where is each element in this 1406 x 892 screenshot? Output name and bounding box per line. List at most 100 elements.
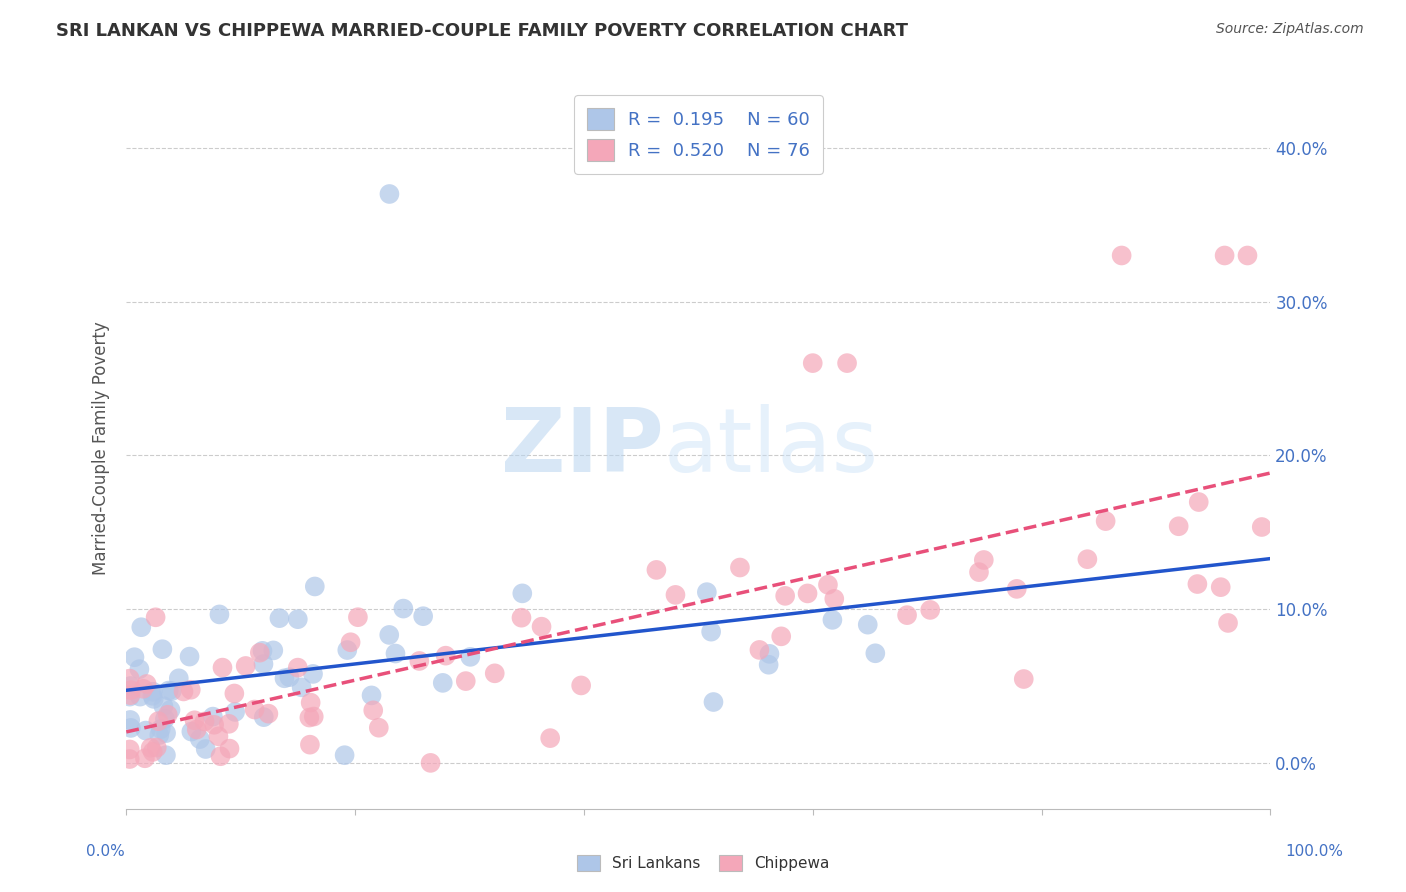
- Point: [129, 620, 152, 634]
- Point: [243, 702, 266, 716]
- Point: [291, 681, 314, 695]
- Point: [150, 642, 173, 657]
- Text: SRI LANKAN VS CHIPPEWA MARRIED-COUPLE FAMILY POVERTY CORRELATION CHART: SRI LANKAN VS CHIPPEWA MARRIED-COUPLE FA…: [56, 22, 908, 40]
- Point: [392, 601, 415, 615]
- Point: [218, 716, 240, 731]
- Point: [145, 610, 167, 624]
- Point: [209, 749, 232, 764]
- Point: [202, 718, 225, 732]
- Point: [378, 186, 401, 201]
- Point: [118, 742, 141, 756]
- Point: [896, 608, 918, 623]
- Point: [835, 356, 858, 370]
- Point: [1213, 248, 1236, 262]
- Point: [211, 660, 233, 674]
- Text: 0.0%: 0.0%: [86, 845, 125, 859]
- Point: [339, 635, 361, 649]
- Point: [180, 682, 202, 697]
- Point: [361, 703, 384, 717]
- Point: [664, 588, 686, 602]
- Text: Source: ZipAtlas.com: Source: ZipAtlas.com: [1216, 22, 1364, 37]
- Point: [1216, 615, 1239, 630]
- Point: [135, 677, 157, 691]
- Point: [148, 728, 170, 742]
- Point: [865, 646, 887, 660]
- Point: [1187, 577, 1209, 591]
- Point: [273, 671, 295, 685]
- Point: [696, 585, 718, 599]
- Point: [139, 740, 162, 755]
- Point: [193, 714, 215, 729]
- Point: [1076, 552, 1098, 566]
- Point: [278, 670, 301, 684]
- Point: [347, 610, 370, 624]
- Point: [208, 607, 231, 622]
- Text: ZIP: ZIP: [502, 404, 664, 491]
- Point: [207, 729, 229, 743]
- Point: [973, 553, 995, 567]
- Point: [252, 644, 274, 658]
- Point: [118, 690, 141, 704]
- Point: [155, 726, 177, 740]
- Point: [118, 752, 141, 766]
- Point: [1209, 580, 1232, 594]
- Point: [510, 586, 533, 600]
- Point: [153, 712, 176, 726]
- Y-axis label: Married-Couple Family Poverty: Married-Couple Family Poverty: [93, 321, 110, 574]
- Point: [252, 657, 274, 671]
- Point: [796, 586, 818, 600]
- Point: [224, 705, 246, 719]
- Point: [484, 666, 506, 681]
- Point: [152, 699, 174, 714]
- Point: [920, 603, 942, 617]
- Point: [257, 706, 280, 721]
- Point: [262, 643, 284, 657]
- Point: [128, 662, 150, 676]
- Point: [167, 671, 190, 685]
- Point: [155, 748, 177, 763]
- Point: [302, 709, 325, 723]
- Point: [118, 672, 141, 686]
- Point: [159, 703, 181, 717]
- Point: [142, 692, 165, 706]
- Point: [156, 707, 179, 722]
- Point: [360, 689, 382, 703]
- Point: [124, 650, 146, 665]
- Point: [530, 620, 553, 634]
- Point: [304, 579, 326, 593]
- Point: [134, 751, 156, 765]
- Point: [183, 713, 205, 727]
- Point: [129, 690, 152, 704]
- Point: [1012, 672, 1035, 686]
- Point: [1094, 514, 1116, 528]
- Point: [770, 629, 793, 643]
- Point: [302, 667, 325, 681]
- Point: [823, 591, 845, 606]
- Point: [378, 628, 401, 642]
- Point: [173, 684, 195, 698]
- Point: [269, 611, 291, 625]
- Point: [188, 732, 211, 747]
- Point: [141, 689, 163, 703]
- Point: [235, 659, 257, 673]
- Point: [157, 683, 180, 698]
- Point: [967, 565, 990, 579]
- Point: [1236, 248, 1258, 262]
- Point: [454, 674, 477, 689]
- Point: [367, 721, 389, 735]
- Point: [287, 660, 309, 674]
- Point: [336, 643, 359, 657]
- Point: [419, 756, 441, 770]
- Point: [299, 696, 322, 710]
- Point: [160, 684, 183, 698]
- Point: [801, 356, 824, 370]
- Point: [120, 721, 142, 735]
- Point: [1250, 520, 1272, 534]
- Point: [758, 647, 780, 661]
- Point: [224, 686, 246, 700]
- Point: [773, 589, 796, 603]
- Point: [817, 578, 839, 592]
- Legend: Sri Lankans, Chippewa: Sri Lankans, Chippewa: [571, 849, 835, 877]
- Point: [179, 649, 201, 664]
- Point: [249, 646, 271, 660]
